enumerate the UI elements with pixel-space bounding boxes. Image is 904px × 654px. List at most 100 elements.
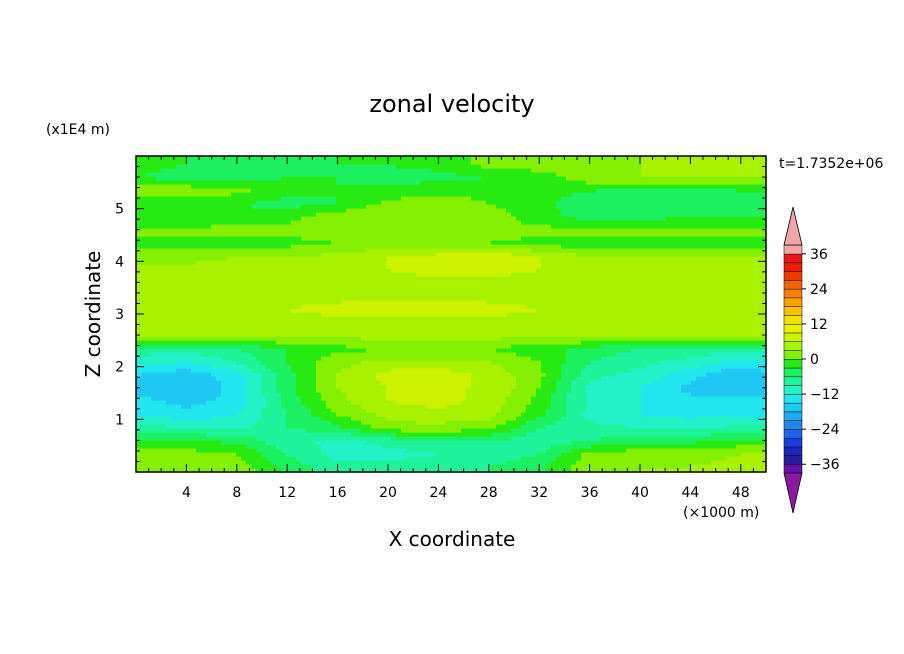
contour-cell <box>626 424 727 429</box>
contour-cell <box>316 388 342 393</box>
contour-cell <box>561 368 582 373</box>
contour-cell <box>571 440 697 445</box>
contour-cell <box>561 364 587 369</box>
contour-cell <box>311 408 332 413</box>
contour-cell <box>266 440 317 445</box>
contour-cell <box>516 416 537 421</box>
colorbar-swatch <box>783 306 803 316</box>
contour-cell <box>341 424 372 429</box>
contour-cell <box>696 416 767 421</box>
contour-cell <box>136 456 242 461</box>
contour-cell <box>136 168 162 173</box>
contour-cell <box>136 172 147 177</box>
contour-cell <box>316 212 512 217</box>
contour-cell <box>586 408 642 413</box>
contour-cell <box>136 372 142 377</box>
contour-cell <box>261 360 287 365</box>
contour-cell <box>341 368 392 373</box>
contour-cell <box>136 320 767 325</box>
colorbar-label: −36 <box>810 457 840 473</box>
contour-cell <box>556 384 572 389</box>
contour-cell <box>501 408 527 413</box>
contour-cell <box>566 176 767 181</box>
contour-cell <box>456 172 557 177</box>
contour-cell <box>316 440 367 445</box>
contour-cell <box>136 224 212 229</box>
x-axis-label: X coordinate <box>389 527 516 551</box>
contour-cell <box>556 420 597 425</box>
contour-cell <box>171 416 212 421</box>
contour-cell <box>281 396 302 401</box>
contour-cell <box>221 384 247 389</box>
contour-cell <box>286 412 312 417</box>
contour-cell <box>596 188 737 193</box>
contour-cell <box>366 204 497 209</box>
contour-cell <box>631 368 682 373</box>
colorbar-swatch <box>783 385 803 395</box>
contour-cell <box>376 412 497 417</box>
contour-cell <box>136 424 167 429</box>
contour-cell <box>571 448 627 453</box>
contour-cell <box>246 364 267 369</box>
contour-cell <box>136 412 237 417</box>
contour-cell <box>286 416 322 421</box>
contour-cell <box>136 260 197 265</box>
contour-cell <box>141 372 212 377</box>
contour-cell <box>696 376 767 381</box>
x-tick-label: 12 <box>278 485 296 501</box>
contour-cell <box>561 376 577 381</box>
contour-cell <box>531 168 642 173</box>
contour-cell <box>401 428 462 433</box>
contour-cell <box>471 376 517 381</box>
contour-cell <box>296 392 322 397</box>
contour-cell <box>366 440 572 445</box>
contour-cell <box>536 388 557 393</box>
contour-cell <box>686 416 697 421</box>
contour-cell <box>696 440 767 445</box>
contour-cell <box>351 432 397 437</box>
contour-cell <box>586 392 642 397</box>
contour-cell <box>491 360 542 365</box>
colorbar-swatch <box>783 358 803 369</box>
x-axis: 4 8 12 16 20 24 28 32 36 40 44 48 <box>148 156 754 501</box>
contour-cell <box>136 344 262 349</box>
time-label: t=1.7352e+06 <box>779 156 883 172</box>
contour-cell <box>176 368 192 373</box>
contour-cell <box>256 356 287 361</box>
contour-cell <box>136 452 237 457</box>
y-axis-label: Z coordinate <box>81 251 105 378</box>
contour-cell <box>261 376 277 381</box>
contour-cell <box>331 408 367 413</box>
contour-cell <box>386 260 542 265</box>
contour-cell <box>136 252 322 257</box>
contour-cell <box>276 340 582 345</box>
x-axis-unit: (×1000 m) <box>683 505 759 521</box>
contour-cell <box>236 452 262 457</box>
contour-cell <box>246 388 262 393</box>
contour-cell <box>136 400 167 405</box>
contour-cell <box>261 416 287 421</box>
contour-cell <box>316 364 352 369</box>
contour-cell <box>136 220 292 225</box>
contour-cell <box>216 396 247 401</box>
x-tick-label: 32 <box>530 485 548 501</box>
contour-cell <box>491 240 767 245</box>
contour-cell <box>566 412 582 417</box>
contour-cell <box>161 168 432 173</box>
contour-cell <box>496 204 557 209</box>
contour-cell <box>541 380 557 385</box>
contour-cell <box>336 196 402 201</box>
contour-cell <box>486 200 557 205</box>
contour-cell <box>551 224 767 229</box>
contour-cell <box>361 420 417 425</box>
contour-cell <box>321 444 382 449</box>
contour-cell <box>276 444 322 449</box>
contour-cell <box>336 180 422 185</box>
contour-cell <box>261 388 277 393</box>
contour-cell <box>491 416 517 421</box>
colorbar-label: −12 <box>810 387 840 403</box>
contour-cell <box>566 392 587 397</box>
contour-cell <box>196 260 387 265</box>
contour-cell <box>246 384 262 389</box>
contour-cell <box>601 436 767 441</box>
